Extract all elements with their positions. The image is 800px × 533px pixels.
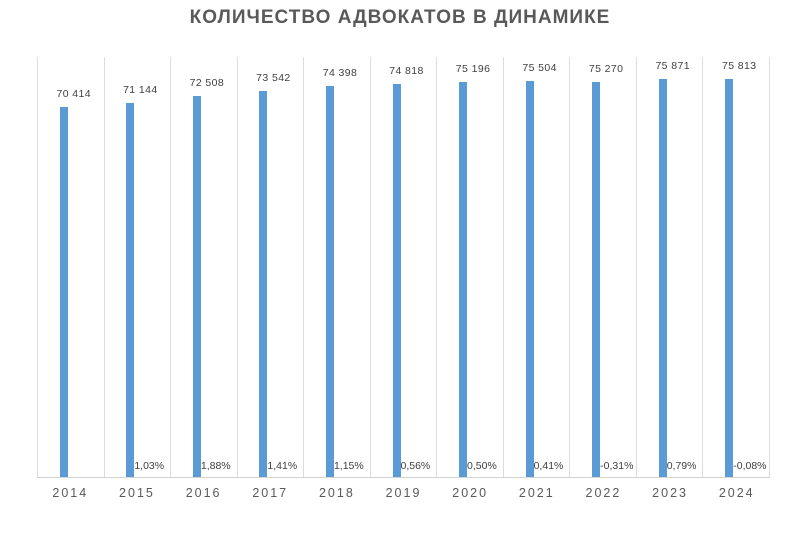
category-2022: 75 270 -0,31%	[569, 57, 636, 477]
bar-2018	[325, 86, 334, 477]
value-label-2024: 75 813	[721, 60, 757, 72]
bar-2017	[259, 91, 268, 477]
value-label-2017: 73 542	[256, 72, 291, 84]
bar-2019	[392, 84, 401, 477]
x-tick-2024: 2024	[718, 486, 755, 500]
category-2020: 75 196 0,50%	[436, 57, 503, 477]
bar-2021	[525, 81, 534, 477]
value-label-2020: 75 196	[455, 63, 491, 75]
pct-change-label-2021: 0,41%	[533, 460, 564, 472]
pct-change-label-2019: 0,56%	[400, 460, 431, 472]
pct-change-label-2022: -0,31%	[600, 460, 634, 472]
category-2023: 75 871 0,79%	[635, 57, 703, 477]
x-tick-2018: 2018	[318, 486, 355, 500]
bar-2014	[59, 107, 68, 477]
bar-2020	[459, 82, 468, 477]
pct-change-label-2020: 0,50%	[467, 460, 497, 472]
value-label-2015: 71 144	[123, 84, 158, 96]
chart-title: КОЛИЧЕСТВО АДВОКАТОВ В ДИНАМИКЕ	[189, 7, 611, 28]
value-label-2022: 75 270	[588, 63, 624, 75]
bar-2016	[192, 96, 201, 477]
x-tick-2016: 2016	[185, 486, 222, 500]
bar-2015	[126, 103, 135, 477]
category-2014: 70 414	[37, 57, 104, 477]
category-2015: 71 144 1,03%	[103, 57, 171, 477]
x-tick-2017: 2017	[252, 486, 289, 500]
value-label-2018: 74 398	[322, 67, 358, 79]
pct-change-label-2024: -0,08%	[733, 460, 767, 472]
value-label-2021: 75 504	[522, 62, 557, 74]
bar-2022	[592, 82, 601, 477]
x-tick-2015: 2015	[119, 486, 155, 500]
x-tick-2021: 2021	[518, 486, 555, 500]
category-2017: 73 542 1,41%	[236, 57, 304, 477]
bar-2023	[658, 79, 667, 477]
x-tick-2023: 2023	[652, 486, 688, 500]
value-label-2014: 70 414	[56, 88, 92, 100]
x-tick-2014: 2014	[52, 486, 89, 500]
x-tick-2020: 2020	[452, 486, 489, 500]
pct-change-label-2016: 1,88%	[200, 460, 231, 472]
category-2024: 75 813 -0,08%	[702, 57, 771, 477]
value-label-2019: 74 818	[389, 65, 424, 77]
category-2018: 74 398 1,15%	[303, 57, 370, 477]
pct-change-label-2018: 1,15%	[333, 460, 364, 472]
x-tick-2022: 2022	[585, 486, 622, 500]
pct-change-label-2017: 1,41%	[267, 460, 298, 472]
category-2021: 75 504 0,41%	[502, 57, 570, 477]
category-2019: 74 818 0,56%	[369, 57, 437, 477]
bar-2024	[725, 79, 734, 477]
x-tick-2019: 2019	[385, 486, 422, 500]
x-axis: 2014 2015 2016 2017 2018 2019 2020 2021 2022 2023…	[37, 479, 770, 500]
value-label-2016: 72 508	[189, 77, 225, 89]
plot-area: 70 414 71 144 1,03% 72 508 1,88% 73 542 1,41% 7…	[37, 57, 771, 478]
value-label-2023: 75 871	[655, 60, 690, 72]
category-2016: 72 508 1,88%	[170, 57, 237, 477]
pct-change-label-2015: 1,03%	[134, 460, 165, 472]
pct-change-label-2023: 0,79%	[666, 460, 697, 472]
